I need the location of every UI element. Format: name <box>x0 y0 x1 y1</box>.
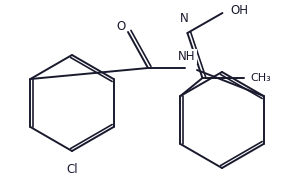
Text: N: N <box>180 12 189 25</box>
Text: CH₃: CH₃ <box>250 73 271 83</box>
Text: NH: NH <box>178 50 196 63</box>
Text: O: O <box>116 20 126 33</box>
Text: OH: OH <box>230 4 248 16</box>
Text: Cl: Cl <box>66 163 78 176</box>
